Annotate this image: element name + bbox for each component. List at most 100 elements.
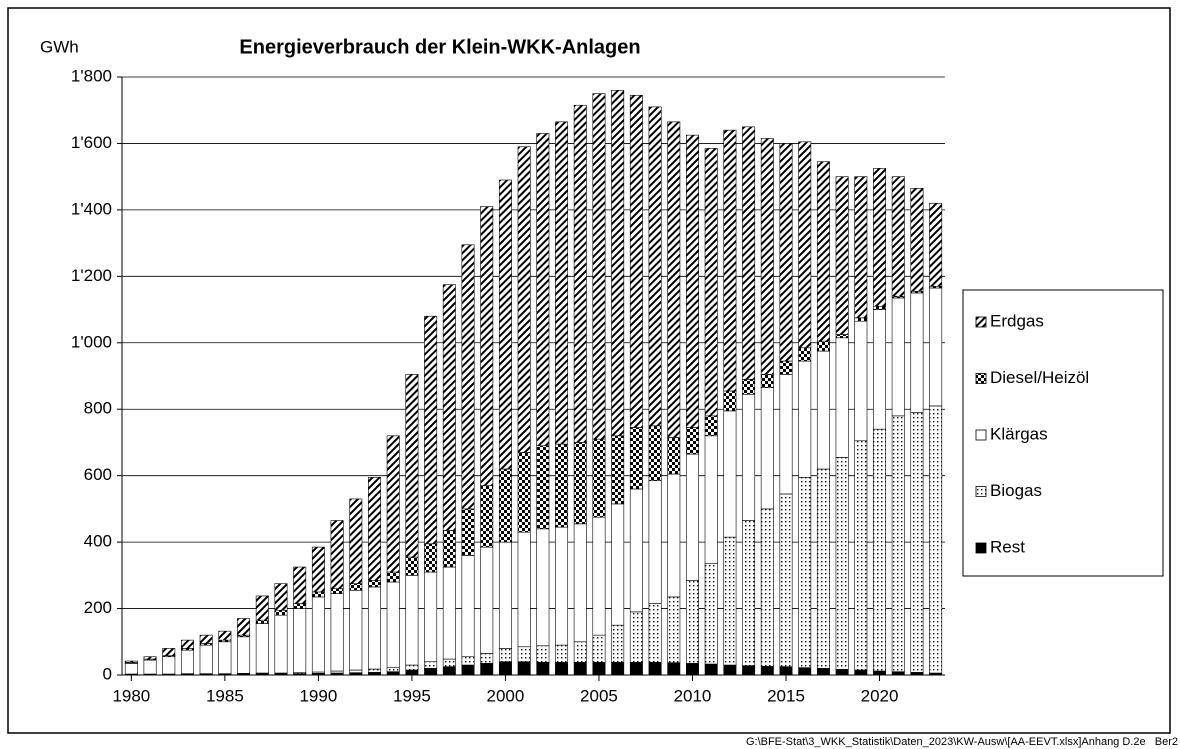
bar-segment — [424, 661, 438, 669]
bar-segment — [517, 661, 531, 676]
bar-segment — [648, 603, 662, 663]
bar-segment — [704, 415, 718, 437]
y-tick-label: 1'400 — [71, 199, 112, 218]
bar-segment — [255, 595, 269, 621]
legend-swatch — [975, 486, 987, 497]
bar-segment — [891, 176, 905, 297]
legend-swatch — [975, 316, 987, 328]
bar-segment — [873, 168, 887, 307]
bar-segment — [686, 134, 699, 428]
bar-segment — [798, 347, 812, 362]
legend-box — [962, 289, 1164, 577]
bar-segment — [442, 530, 456, 568]
bar-segment — [536, 133, 550, 447]
legend-label: Klärgas — [990, 424, 1048, 443]
bar-segment — [704, 148, 718, 417]
bar-segment — [424, 315, 438, 545]
bar-segment — [368, 668, 381, 673]
y-tick-label: 800 — [84, 399, 112, 418]
bar-segment — [760, 508, 774, 667]
bar-segment — [686, 453, 699, 581]
bar-segment — [667, 662, 681, 676]
bar-segment — [611, 662, 625, 676]
bar-segment — [816, 340, 830, 352]
bar-segment — [592, 634, 606, 663]
bar-segment — [498, 661, 512, 676]
bar-segment — [461, 656, 475, 666]
legend-swatch — [975, 429, 987, 441]
bar-segment — [835, 176, 849, 335]
bar-segment — [816, 350, 830, 470]
y-tick-label: 600 — [84, 465, 112, 484]
bar-segment — [667, 121, 681, 438]
bar-segment — [368, 477, 381, 581]
bar-segment — [742, 393, 756, 521]
bar-segment — [779, 360, 793, 375]
bar-segment — [611, 435, 625, 505]
bar-segment — [686, 427, 699, 455]
legend-swatch — [975, 542, 987, 554]
bar-segment — [816, 161, 830, 342]
y-tick-label: 1'600 — [71, 133, 112, 152]
bar-segment — [929, 405, 943, 674]
bar-segment — [835, 669, 849, 676]
bar-segment — [592, 516, 606, 636]
bar-segment — [629, 427, 643, 490]
bar-segment — [293, 608, 307, 673]
bar-segment — [405, 556, 419, 576]
bar-segment — [742, 665, 756, 676]
bar-segment — [218, 641, 232, 674]
bar-segment — [442, 658, 456, 667]
bar-segment — [760, 666, 774, 676]
x-tick-label: 2015 — [767, 686, 805, 705]
bar-segment — [274, 609, 288, 616]
footer: G:\BFE-Stat\3_WKK_Statistik\Daten_2023\K… — [746, 736, 1178, 748]
bar-segment — [592, 438, 606, 518]
x-tick-label: 1980 — [112, 686, 150, 705]
bar-segment — [237, 636, 251, 674]
bar-segment — [386, 667, 400, 672]
bar-segment — [461, 555, 475, 658]
bar-segment — [742, 379, 756, 395]
bar-segment — [311, 546, 325, 593]
x-tick-label: 2020 — [861, 686, 899, 705]
bar-segment — [480, 546, 494, 654]
bar-segment — [349, 498, 363, 584]
y-tick-label: 1'800 — [71, 66, 112, 85]
bar-segment — [368, 586, 381, 670]
bar-segment — [704, 663, 718, 676]
y-tick-label: 200 — [84, 598, 112, 617]
bar-segment — [910, 187, 924, 292]
bar-segment — [667, 596, 681, 664]
bar-segment — [293, 566, 307, 604]
x-tick-label: 1990 — [299, 686, 337, 705]
bar-segment — [405, 575, 419, 666]
bar-segment — [162, 656, 176, 675]
x-tick-label: 1985 — [206, 686, 244, 705]
bar-segment — [386, 571, 400, 583]
bar-segment — [704, 435, 718, 565]
bar-segment — [517, 452, 531, 533]
bar-segment — [536, 645, 550, 663]
bar-segment — [255, 619, 269, 624]
bar-segment — [162, 648, 176, 657]
bar-segment — [424, 668, 438, 676]
bar-segment — [854, 440, 868, 671]
bar-segment — [124, 663, 138, 675]
bar-segment — [648, 480, 662, 604]
bar-segment — [723, 410, 737, 538]
bar-segment — [461, 664, 475, 676]
bar-segment — [760, 374, 774, 388]
legend-label: Erdgas — [990, 311, 1044, 330]
bar-segment — [723, 390, 737, 412]
bar-segment — [611, 624, 625, 663]
bar-segment — [293, 603, 307, 609]
bar-segment — [873, 309, 887, 430]
bar-segment — [555, 644, 569, 663]
bar-segment — [723, 664, 737, 676]
bar-segment — [573, 104, 587, 443]
bar-segment — [124, 660, 138, 663]
bar-segment — [573, 442, 587, 525]
y-tick-label: 400 — [84, 532, 112, 551]
bar-segment — [442, 284, 456, 531]
